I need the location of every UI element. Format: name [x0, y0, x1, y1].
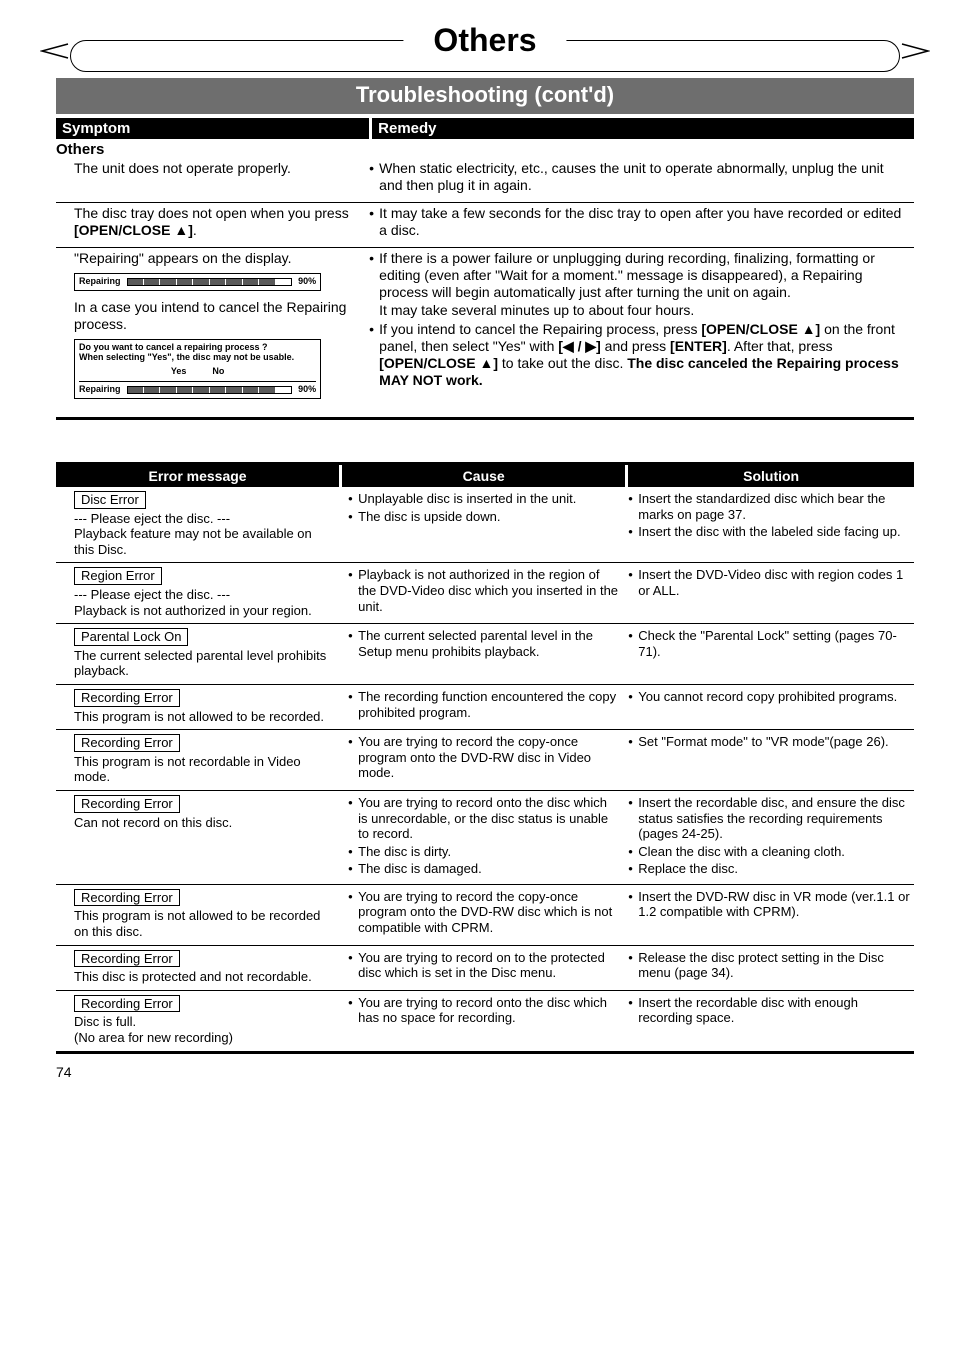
- cause-cell: You are trying to record the copy-once p…: [342, 889, 625, 940]
- error-message-cell: Parental Lock OnThe current selected par…: [56, 628, 339, 679]
- cause-header: Cause: [342, 465, 625, 487]
- error-row: Recording ErrorThis program is not allow…: [56, 885, 914, 946]
- error-message-cell: Disc Error--- Please eject the disc. ---…: [56, 491, 339, 557]
- remedy-header: Remedy: [372, 118, 914, 139]
- symptom-header: Symptom: [56, 118, 369, 139]
- error-tag: Recording Error: [74, 889, 180, 907]
- error-message-cell: Recording ErrorThis program is not allow…: [56, 689, 339, 724]
- error-row: Region Error--- Please eject the disc. -…: [56, 563, 914, 624]
- error-tag: Recording Error: [74, 734, 180, 752]
- page-title: Others: [403, 22, 566, 59]
- remedy-cell: It may take a few seconds for the disc t…: [369, 205, 914, 241]
- error-row: Parental Lock On The current selected par…: [56, 624, 914, 685]
- symptom-cell: The disc tray does not open when you pre…: [56, 205, 369, 241]
- error-tag: Parental Lock On: [74, 628, 188, 646]
- error-message-cell: Recording ErrorCan not record on this di…: [56, 795, 339, 879]
- error-row: Recording ErrorThis disc is protected an…: [56, 946, 914, 991]
- error-message-cell: Recording ErrorThis program is not recor…: [56, 734, 339, 785]
- cause-cell: The current selected parental level in t…: [342, 628, 625, 679]
- symptom-cell: The unit does not operate properly.: [56, 160, 369, 196]
- repairing-progress-box-1: Repairing 90%: [74, 273, 321, 291]
- others-subheader: Others: [56, 141, 914, 158]
- section-banner: Troubleshooting (cont'd): [56, 78, 914, 114]
- progress-bar-icon: [127, 386, 293, 394]
- page-title-bar: Others: [56, 28, 914, 72]
- repairing-cancel-dialog: Do you want to cancel a repairing proces…: [74, 339, 321, 399]
- trouble-row-repairing: "Repairing" appears on the display. Repa…: [56, 248, 914, 420]
- remedy-cell: When static electricity, etc., causes th…: [369, 160, 914, 196]
- trouble-row: The unit does not operate properly.When …: [56, 158, 914, 203]
- trouble-row: The disc tray does not open when you pre…: [56, 203, 914, 248]
- error-tag: Recording Error: [74, 689, 180, 707]
- error-tag: Disc Error: [74, 491, 146, 509]
- solution-cell: You cannot record copy prohibited progra…: [628, 689, 914, 724]
- error-row: Disc Error--- Please eject the disc. ---…: [56, 487, 914, 563]
- solution-cell: Insert the recordable disc with enough r…: [628, 995, 914, 1046]
- page-number: 74: [56, 1064, 914, 1080]
- cause-cell: The recording function encountered the c…: [342, 689, 625, 724]
- cause-cell: Unplayable disc is inserted in the unit.…: [342, 491, 625, 557]
- error-row: Recording ErrorThis program is not recor…: [56, 730, 914, 791]
- cause-cell: Playback is not authorized in the region…: [342, 567, 625, 618]
- error-row: Recording ErrorCan not record on this di…: [56, 791, 914, 885]
- repairing-mid-text: In a case you intend to cancel the Repai…: [74, 299, 361, 333]
- error-message-cell: Recording ErrorThis disc is protected an…: [56, 950, 339, 985]
- cause-cell: You are trying to record onto the disc w…: [342, 995, 625, 1046]
- progress-bar-icon: [127, 278, 293, 286]
- error-tag: Recording Error: [74, 995, 180, 1013]
- error-row: Recording ErrorDisc is full.(No area for…: [56, 991, 914, 1054]
- repairing-symptom-text: "Repairing" appears on the display.: [74, 250, 361, 267]
- error-message-header: Error message: [56, 465, 339, 487]
- error-message-cell: Recording ErrorDisc is full.(No area for…: [56, 995, 339, 1046]
- repairing-remedy-list: If there is a power failure or unpluggin…: [369, 250, 910, 389]
- solution-cell: Check the "Parental Lock" setting (pages…: [628, 628, 914, 679]
- solution-cell: Release the disc protect setting in the …: [628, 950, 914, 985]
- arrow-left-icon: [40, 42, 70, 60]
- cause-cell: You are trying to record onto the disc w…: [342, 795, 625, 879]
- arrow-right-icon: [900, 42, 930, 60]
- error-message-cell: Region Error--- Please eject the disc. -…: [56, 567, 339, 618]
- error-row: Recording ErrorThis program is not allow…: [56, 685, 914, 730]
- error-tag: Region Error: [74, 567, 162, 585]
- solution-cell: Insert the recordable disc, and ensure t…: [628, 795, 914, 879]
- solution-cell: Set "Format mode" to "VR mode"(page 26).: [628, 734, 914, 785]
- dialog-no-button[interactable]: No: [212, 367, 224, 377]
- error-message-cell: Recording ErrorThis program is not allow…: [56, 889, 339, 940]
- solution-cell: Insert the DVD-Video disc with region co…: [628, 567, 914, 618]
- dialog-yes-button[interactable]: Yes: [171, 367, 187, 377]
- solution-cell: Insert the DVD-RW disc in VR mode (ver.1…: [628, 889, 914, 940]
- solution-cell: Insert the standardized disc which bear …: [628, 491, 914, 557]
- cause-cell: You are trying to record the copy-once p…: [342, 734, 625, 785]
- solution-header: Solution: [628, 465, 914, 487]
- cause-cell: You are trying to record on to the prote…: [342, 950, 625, 985]
- error-tag: Recording Error: [74, 950, 180, 968]
- error-tag: Recording Error: [74, 795, 180, 813]
